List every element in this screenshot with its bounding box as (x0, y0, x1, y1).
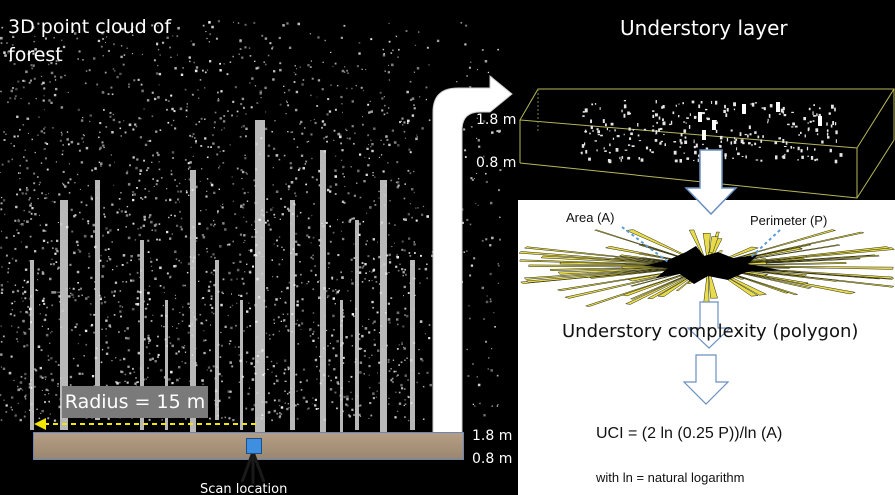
tree-trunk (215, 260, 219, 420)
tree-trunk (380, 180, 387, 440)
scan-location-label: Scan location (200, 482, 288, 495)
tree-trunk (60, 200, 68, 430)
forest-title-line2: forest (8, 44, 63, 66)
understory-height-top: 1.8 m (476, 112, 517, 128)
understory-height-bottom: 0.8 m (476, 155, 517, 171)
uci-formula: UCI = (2 ln (0.25 P))/ln (A) (596, 425, 783, 442)
canopy-points (0, 20, 502, 423)
tree-trunk (95, 180, 100, 420)
understory-title: Understory layer (620, 16, 788, 40)
tree-trunk (240, 300, 243, 430)
forest-title-line1: 3D point cloud of (8, 16, 172, 38)
polygon-panel: Area (A) Perimeter (P) Understory comple… (518, 200, 895, 495)
tree-trunk (165, 300, 168, 430)
polygon-caption: Understory complexity (polygon) (562, 321, 859, 342)
tree-trunk (140, 240, 144, 430)
scanner-icon (246, 438, 262, 454)
tree-trunk (255, 120, 265, 440)
perimeter-label: Perimeter (P) (750, 213, 828, 228)
tree-trunk (30, 260, 34, 430)
forest-point-cloud (0, 20, 502, 440)
ground-height-top: 1.8 m (472, 428, 513, 444)
tree-trunk (340, 300, 343, 435)
ground-height-bottom: 0.8 m (472, 451, 513, 467)
tree-trunk (320, 150, 326, 435)
formula-note: with ln = natural logarithm (596, 470, 745, 485)
tree-trunk (190, 170, 196, 440)
tree-trunk (355, 220, 359, 430)
polygon-panel-graphics (518, 226, 895, 349)
radius-label: Radius = 15 m (62, 386, 208, 418)
area-label: Area (A) (566, 210, 615, 225)
tree-trunk (410, 260, 415, 430)
